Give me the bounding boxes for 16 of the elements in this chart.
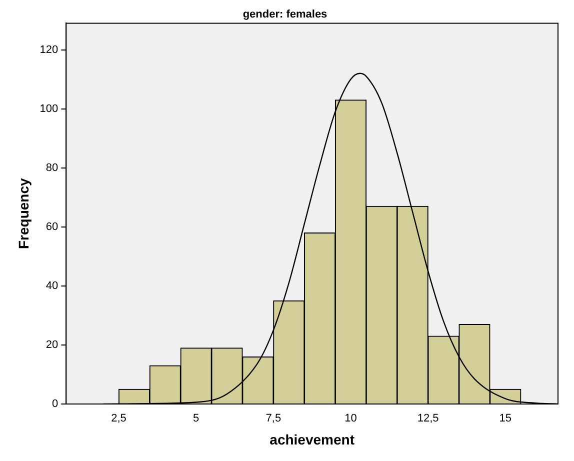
y-tick-label: 20: [46, 338, 58, 351]
x-axis-title: achievement: [270, 431, 355, 448]
y-tick-label: 80: [46, 162, 58, 174]
x-tick-label: 10: [344, 412, 357, 425]
y-tick-label: 0: [52, 398, 58, 410]
y-tick-label: 40: [46, 280, 58, 292]
x-tick-label: 15: [499, 412, 512, 425]
x-tick-label: 7,5: [266, 412, 282, 425]
y-axis-title: Frequency: [15, 178, 32, 250]
y-tick-label: 120: [40, 44, 58, 56]
y-tick-label: 60: [46, 220, 58, 233]
x-tick-label: 2,5: [111, 412, 126, 425]
chart-title: gender: females: [242, 8, 328, 21]
y-tick-label: 100: [40, 102, 58, 115]
x-tick-label: 12,5: [417, 412, 439, 425]
x-tick-label: 5: [193, 412, 200, 425]
